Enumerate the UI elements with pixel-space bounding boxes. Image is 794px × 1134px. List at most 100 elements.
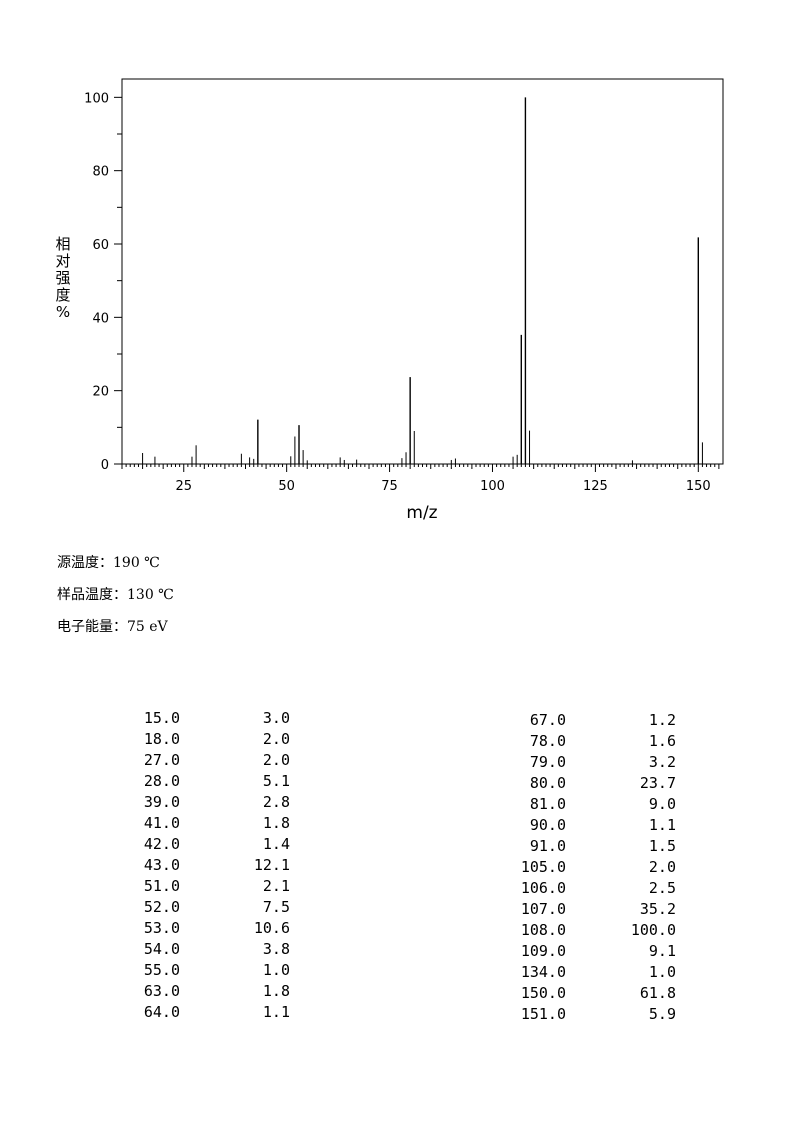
peak-abundance: 1.2 <box>648 711 676 729</box>
peak-row: 52.0 7.5 <box>110 897 290 918</box>
peak-abundance: 2.0 <box>648 858 676 876</box>
peak-mz: 42.0 <box>143 835 180 853</box>
peak-row: 53.0 10.6 <box>110 918 290 939</box>
peak-abundance: 1.4 <box>262 835 290 853</box>
peak-abundance: 3.2 <box>648 753 676 771</box>
peak-table-left: 15.0 3.0 18.0 2.0 27.0 2.0 28.0 5.1 39.0 2.8 41.0 1… <box>110 708 290 1023</box>
peak-abundance: 3.0 <box>262 709 290 727</box>
peak-abundance: 1.1 <box>648 816 676 834</box>
peak-mz: 39.0 <box>143 793 180 811</box>
peak-row: 63.0 1.8 <box>110 981 290 1002</box>
peak-row: 91.0 1.5 <box>496 836 676 857</box>
peak-row: 55.0 1.0 <box>110 960 290 981</box>
y-axis-label-char: 强 <box>55 269 71 287</box>
plot-frame <box>121 78 724 465</box>
peak-mz: 150.0 <box>520 984 566 1002</box>
peak-mz: 43.0 <box>143 856 180 874</box>
peak-mz: 52.0 <box>143 898 180 916</box>
peak-abundance: 7.5 <box>262 898 290 916</box>
x-axis-label: m/z <box>406 503 437 523</box>
peak-row: 51.0 2.1 <box>110 876 290 897</box>
peak-mz: 51.0 <box>143 877 180 895</box>
y-tick-label: 100 <box>84 91 109 106</box>
peak-row: 79.0 3.2 <box>496 752 676 773</box>
x-tick-label: 50 <box>278 479 295 494</box>
peak-abundance: 100.0 <box>630 921 676 939</box>
peak-abundance: 1.1 <box>262 1003 290 1021</box>
peak-row: 151.0 5.9 <box>496 1004 676 1025</box>
mass-spectrum-chart: 25 50 75 100 125 150 0 20 40 60 80 100 m/z <box>84 78 724 523</box>
peak-mz: 63.0 <box>143 982 180 1000</box>
peak-abundance: 1.0 <box>262 961 290 979</box>
peak-abundance: 2.8 <box>262 793 290 811</box>
peak-row: 150.0 61.8 <box>496 983 676 1004</box>
peak-mz: 80.0 <box>529 774 566 792</box>
peak-row: 15.0 3.0 <box>110 708 290 729</box>
y-axis-label-char: % <box>55 303 71 321</box>
peak-abundance: 5.1 <box>262 772 290 790</box>
peak-mz: 91.0 <box>529 837 566 855</box>
peak-mz: 78.0 <box>529 732 566 750</box>
peak-mz: 109.0 <box>520 942 566 960</box>
source-temperature: 源温度：190 ℃ <box>57 555 160 571</box>
peak-mz: 28.0 <box>143 772 180 790</box>
y-tick-label: 0 <box>101 458 109 473</box>
peak-mz: 54.0 <box>143 940 180 958</box>
peak-row: 108.0 100.0 <box>496 920 676 941</box>
peak-row: 18.0 2.0 <box>110 729 290 750</box>
y-axis-label-char: 相 <box>55 235 71 253</box>
peak-abundance: 1.6 <box>648 732 676 750</box>
peak-row: 90.0 1.1 <box>496 815 676 836</box>
peak-abundance: 61.8 <box>639 984 676 1002</box>
peak-row: 81.0 9.0 <box>496 794 676 815</box>
peak-abundance: 2.0 <box>262 751 290 769</box>
peak-mz: 108.0 <box>520 921 566 939</box>
peak-row: 134.0 1.0 <box>496 962 676 983</box>
peak-row: 80.0 23.7 <box>496 773 676 794</box>
y-axis-label-char: 度 <box>55 286 71 304</box>
x-tick-label: 125 <box>583 479 608 494</box>
spectrum-peaks <box>142 97 703 464</box>
peak-row: 109.0 9.1 <box>496 941 676 962</box>
peak-mz: 18.0 <box>143 730 180 748</box>
x-tick-label: 150 <box>686 479 711 494</box>
peak-abundance: 1.5 <box>648 837 676 855</box>
peak-abundance: 2.1 <box>262 877 290 895</box>
y-axis-label-char: 对 <box>55 252 71 270</box>
peak-row: 67.0 1.2 <box>496 710 676 731</box>
peak-abundance: 9.1 <box>648 942 676 960</box>
y-tick-label: 20 <box>92 385 109 400</box>
sample-temperature: 样品温度：130 ℃ <box>57 587 174 603</box>
peak-abundance: 1.8 <box>262 982 290 1000</box>
y-axis-ticks: 0 20 40 60 80 100 <box>84 91 122 473</box>
peak-abundance: 35.2 <box>639 900 676 918</box>
peak-mz: 15.0 <box>143 709 180 727</box>
electron-energy: 电子能量：75 eV <box>57 619 168 635</box>
peak-mz: 55.0 <box>143 961 180 979</box>
y-tick-label: 40 <box>92 311 109 326</box>
peak-mz: 81.0 <box>529 795 566 813</box>
peak-mz: 105.0 <box>520 858 566 876</box>
peak-abundance: 12.1 <box>253 856 290 874</box>
peak-row: 64.0 1.1 <box>110 1002 290 1023</box>
peak-row: 43.0 12.1 <box>110 855 290 876</box>
peak-mz: 67.0 <box>529 711 566 729</box>
peak-mz: 27.0 <box>143 751 180 769</box>
peak-row: 28.0 5.1 <box>110 771 290 792</box>
peak-row: 106.0 2.5 <box>496 878 676 899</box>
y-axis-label: 相对强度% <box>52 236 74 321</box>
peak-abundance: 2.0 <box>262 730 290 748</box>
peak-abundance: 1.0 <box>648 963 676 981</box>
peak-row: 41.0 1.8 <box>110 813 290 834</box>
peak-mz: 151.0 <box>520 1005 566 1023</box>
peak-abundance: 3.8 <box>262 940 290 958</box>
peak-row: 27.0 2.0 <box>110 750 290 771</box>
peak-mz: 106.0 <box>520 879 566 897</box>
peak-table-right: 67.0 1.2 78.0 1.6 79.0 3.2 80.0 23.7 81.0 9.0 90.0… <box>496 710 676 1025</box>
x-tick-label: 75 <box>381 479 398 494</box>
peak-abundance: 5.9 <box>648 1005 676 1023</box>
peak-row: 42.0 1.4 <box>110 834 290 855</box>
peak-mz: 134.0 <box>520 963 566 981</box>
peak-mz: 107.0 <box>520 900 566 918</box>
peak-abundance: 1.8 <box>262 814 290 832</box>
